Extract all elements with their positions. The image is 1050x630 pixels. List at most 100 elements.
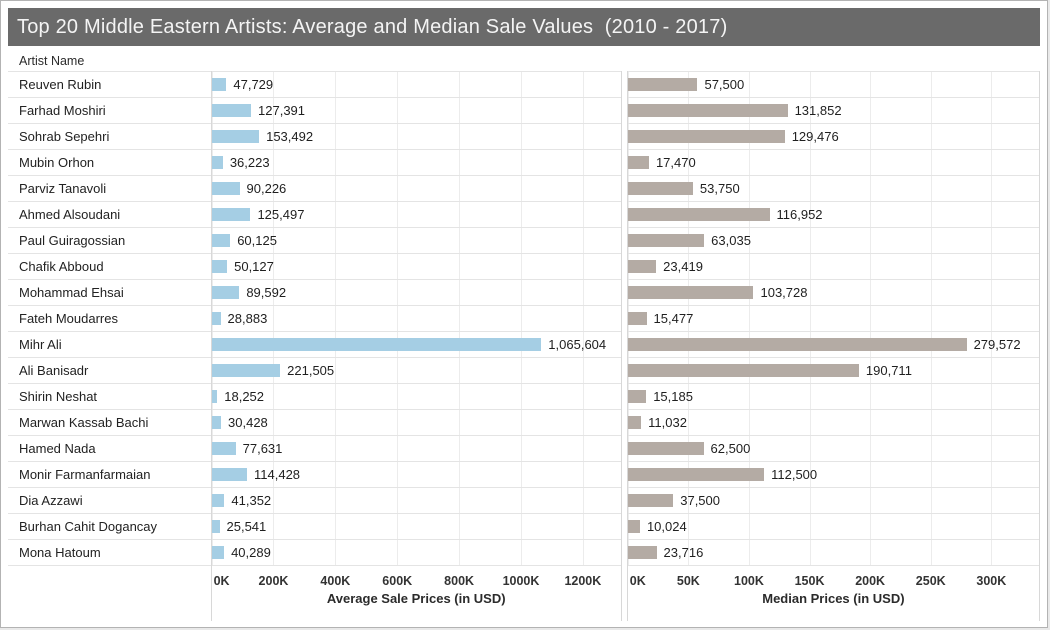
avg-axis-title: Average Sale Prices (in USD) [326, 591, 506, 606]
artist-name-label: Dia Azzawi [8, 488, 211, 514]
bar-average[interactable] [211, 182, 240, 195]
bar-average[interactable] [211, 234, 231, 247]
bar-median[interactable] [627, 104, 788, 117]
bar-average[interactable] [211, 104, 252, 117]
vertical-gridline [335, 72, 337, 566]
artist-name-label: Marwan Kassab Bachi [8, 410, 211, 436]
bar-row: 190,711 [627, 358, 1039, 384]
artist-name-label: Ali Banisadr [8, 358, 211, 384]
bar-value-label: 77,631 [242, 441, 283, 456]
bar-row: 15,477 [627, 306, 1039, 332]
bar-average[interactable] [211, 286, 240, 299]
bar-value-label: 62,500 [710, 441, 751, 456]
bar-median[interactable] [627, 260, 657, 273]
bar-row: 57,500 [627, 72, 1039, 98]
vertical-gridline [930, 72, 932, 566]
artist-name-label: Paul Guiragossian [8, 228, 211, 254]
bar-average[interactable] [211, 130, 260, 143]
median-bars-area: 57,500 131,852 129,476 17,470 53,750 116,952 6… [627, 71, 1039, 566]
vertical-gridline [582, 72, 584, 566]
axis-tick-label: 1000K [502, 574, 540, 588]
bar-row: 77,631 [211, 436, 621, 462]
bar-value-label: 112,500 [771, 467, 818, 482]
bar-average[interactable] [211, 494, 225, 507]
bar-row: 53,750 [627, 176, 1039, 202]
bar-median[interactable] [627, 390, 647, 403]
bar-average[interactable] [211, 260, 228, 273]
bar-average[interactable] [211, 156, 223, 169]
bar-value-label: 36,223 [229, 155, 270, 170]
bar-median[interactable] [627, 156, 649, 169]
bar-row: 11,032 [627, 410, 1039, 436]
axis-tick-label: 600K [382, 574, 413, 588]
chart-body: Reuven Rubin Farhad Moshiri Sohrab Sepehri… [8, 71, 1040, 621]
row-header-label: Artist Name [19, 54, 85, 68]
artist-names-rows: Reuven Rubin Farhad Moshiri Sohrab Sepehri… [8, 71, 211, 566]
artist-name-label: Monir Farmanfarmaian [8, 462, 211, 488]
bar-average[interactable] [211, 364, 281, 377]
bar-value-label: 28,883 [227, 311, 268, 326]
bar-row: 50,127 [211, 254, 621, 280]
bar-median[interactable] [627, 182, 693, 195]
bar-average[interactable] [211, 312, 221, 325]
bar-median[interactable] [627, 78, 698, 91]
bar-median[interactable] [627, 312, 647, 325]
bar-value-label: 47,729 [233, 77, 274, 92]
bar-row: 279,572 [627, 332, 1039, 358]
bar-median[interactable] [627, 234, 705, 247]
bar-row: 47,729 [211, 72, 621, 98]
vertical-gridline [397, 72, 399, 566]
bar-value-label: 30,428 [228, 415, 268, 430]
bar-row: 17,470 [627, 150, 1039, 176]
vertical-gridline [809, 72, 811, 566]
axis-tick-label: 1200K [564, 574, 602, 588]
bar-median[interactable] [627, 208, 770, 221]
bar-value-label: 114,428 [254, 467, 301, 482]
bar-median[interactable] [627, 494, 674, 507]
bar-value-label: 23,716 [663, 545, 704, 560]
bar-average[interactable] [211, 468, 247, 481]
bar-value-label: 116,952 [776, 207, 823, 222]
bar-row: 10,024 [627, 514, 1039, 540]
axis-tick-label: 200K [855, 574, 886, 588]
bar-value-label: 103,728 [760, 285, 808, 300]
bar-row: 40,289 [211, 540, 621, 566]
bar-average[interactable] [211, 208, 251, 221]
bar-average[interactable] [211, 520, 220, 533]
bar-average[interactable] [211, 338, 542, 351]
bar-row: 30,428 [211, 410, 621, 436]
bar-median[interactable] [627, 468, 765, 481]
bar-median[interactable] [627, 338, 967, 351]
artist-name-label: Parviz Tanavoli [8, 176, 211, 202]
bar-median[interactable] [627, 130, 785, 143]
bar-median[interactable] [627, 520, 640, 533]
bar-median[interactable] [627, 416, 642, 429]
bar-average[interactable] [211, 546, 225, 559]
bar-row: 23,419 [627, 254, 1039, 280]
bar-median[interactable] [627, 546, 657, 559]
bar-median[interactable] [627, 442, 704, 455]
bar-row: 41,352 [211, 488, 621, 514]
bar-value-label: 190,711 [865, 363, 912, 378]
bar-average[interactable] [211, 442, 236, 455]
bar-average[interactable] [211, 416, 222, 429]
bar-row: 63,035 [627, 228, 1039, 254]
bar-value-label: 131,852 [794, 103, 842, 118]
axis-tick-label: 100K [734, 574, 764, 588]
vertical-gridline [459, 72, 461, 566]
bar-value-label: 23,419 [663, 259, 703, 274]
bar-median[interactable] [627, 364, 859, 377]
bar-average[interactable] [211, 390, 218, 403]
bar-row: 18,252 [211, 384, 621, 410]
bar-value-label: 1,065,604 [548, 337, 607, 352]
axis-tick-label: 150K [794, 574, 825, 588]
artist-name-label: Mihr Ali [8, 332, 211, 358]
bar-median[interactable] [627, 286, 754, 299]
vertical-gridline [273, 72, 275, 566]
bar-value-label: 25,541 [226, 519, 267, 534]
bar-value-label: 15,477 [653, 311, 694, 326]
bar-average[interactable] [211, 78, 227, 91]
avg-sale-chart-panel: 47,729 127,391 153,492 36,223 90,226 125,497 6… [211, 71, 622, 621]
bar-value-label: 89,592 [246, 285, 287, 300]
